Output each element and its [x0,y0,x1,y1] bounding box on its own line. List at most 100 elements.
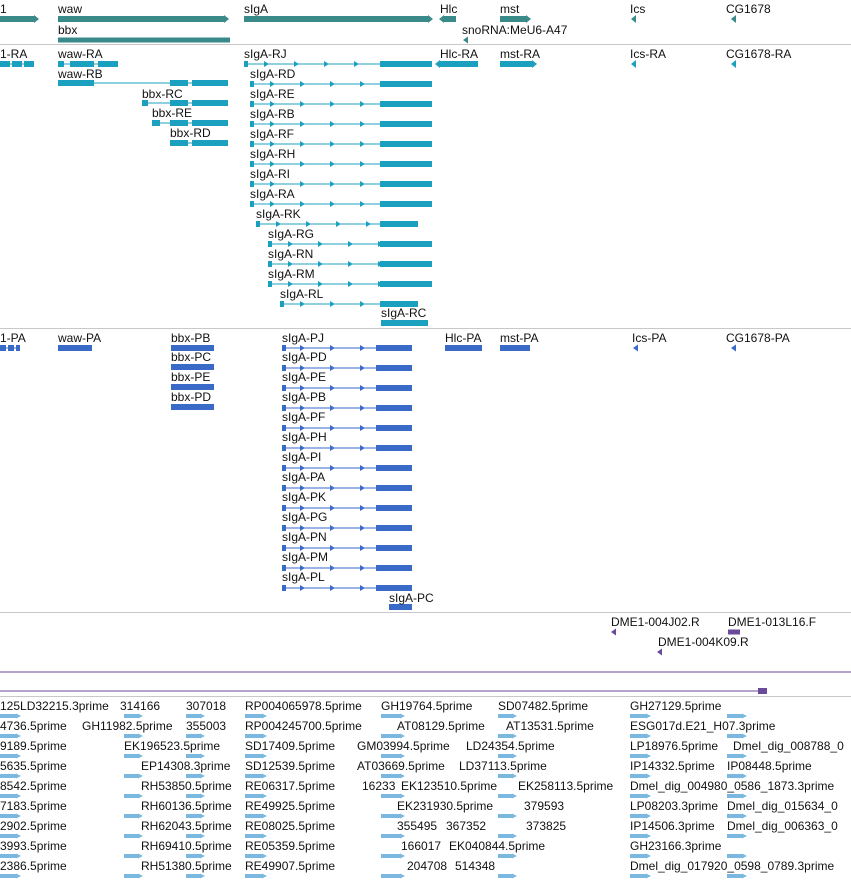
transcript-glyph-strand-mark[interactable] [300,121,305,127]
transcript-label[interactable]: sIgA-RG [268,227,315,241]
est-label[interactable]: 367352 [446,819,487,833]
transcript-glyph-exon[interactable] [70,61,94,67]
transcript-glyph-exon[interactable] [250,181,254,187]
transcript-glyph-exon[interactable] [380,201,432,207]
est-glyph[interactable] [124,814,138,818]
transcript-glyph-strand-mark[interactable] [378,261,383,267]
protein-glyph-exon[interactable] [282,525,286,531]
est-glyph[interactable] [646,853,651,859]
transcript-glyph-exon[interactable] [170,120,188,126]
transcript-label[interactable]: sIgA-RI [250,167,291,181]
protein-glyph-exon[interactable] [16,345,20,351]
transcript-glyph-strand-mark[interactable] [300,201,305,207]
transcript-glyph-exon[interactable] [250,141,254,147]
transcript-label[interactable]: sIgA-RH [250,147,296,161]
transcript-glyph-strand-mark[interactable] [318,241,323,247]
est-glyph[interactable] [512,853,517,859]
protein-glyph-strand-mark[interactable] [330,585,335,591]
transcript-glyph-strand-mark[interactable] [270,201,275,207]
transcript-label[interactable]: sIgA-RM [268,267,315,281]
est-label[interactable]: 514348 [455,859,496,873]
protein-label[interactable]: sIgA-PJ [282,331,325,345]
est-glyph[interactable] [200,793,205,799]
protein-glyph-exon[interactable] [376,365,412,371]
transcript-glyph-exon[interactable] [268,281,272,287]
transcript-glyph-strand-mark[interactable] [264,61,269,67]
transcript-glyph-strand-mark[interactable] [330,81,335,87]
est-glyph[interactable] [512,753,517,759]
est-glyph[interactable] [124,734,138,738]
est-glyph[interactable] [262,873,267,879]
protein-label[interactable]: sIgA-PD [282,350,327,364]
protein-label[interactable]: sIgA-PI [282,450,322,464]
est-glyph[interactable] [200,733,205,739]
protein-glyph-exon[interactable] [282,405,286,411]
est-glyph[interactable] [138,713,143,719]
protein-glyph-exon[interactable] [282,585,286,591]
est-glyph[interactable] [262,713,267,719]
est-label[interactable]: 4736.5prime [0,719,67,733]
est-glyph[interactable] [498,874,512,878]
protein-glyph-strand-mark[interactable] [300,565,305,571]
protein-label[interactable]: sIgA-PN [282,530,327,544]
protein-glyph-exon[interactable] [282,385,286,391]
est-glyph[interactable] [381,874,400,878]
transcript-glyph-strand-mark[interactable] [318,261,323,267]
protein-glyph-exon[interactable] [282,425,286,431]
est-label[interactable]: LP18976.5prime [630,739,719,753]
transcript-glyph-strand-mark[interactable] [270,181,275,187]
est-glyph[interactable] [245,834,262,838]
est-glyph[interactable] [400,813,405,819]
est-glyph[interactable] [400,753,405,759]
est-glyph[interactable] [138,873,143,879]
est-label[interactable]: RH51380.5prime [141,859,232,873]
est-glyph[interactable] [400,873,405,879]
gene-glyph[interactable] [58,16,224,22]
est-label[interactable]: 3993.5prime [0,839,67,853]
protein-glyph-strand-mark[interactable] [330,445,335,451]
est-label[interactable]: GM03994.5prime [357,739,450,753]
est-glyph[interactable] [16,733,21,739]
clone-glyph[interactable] [758,688,767,694]
est-glyph[interactable] [512,833,517,839]
est-glyph[interactable] [742,753,747,759]
gene-label[interactable]: bbx [58,23,78,37]
transcript-glyph-strand-mark[interactable] [270,161,275,167]
transcript-label[interactable]: sIgA-RK [256,207,301,221]
est-label[interactable]: Dmel_dig_008788_0 [733,739,844,753]
est-glyph[interactable] [630,814,646,818]
transcript-glyph-exon[interactable] [380,121,432,127]
transcript-glyph-exon[interactable] [268,241,272,247]
protein-glyph-strand-mark[interactable] [300,545,305,551]
transcript-glyph-exon[interactable] [250,161,254,167]
est-label[interactable]: 355495 [397,819,438,833]
protein-glyph-strand-mark[interactable] [360,565,365,571]
gene-label[interactable]: mst [500,2,520,16]
est-glyph[interactable] [630,854,646,858]
est-glyph[interactable] [498,854,512,858]
est-label[interactable]: RE05359.5prime [245,839,336,853]
transcript-label[interactable]: CG1678-RA [726,47,792,61]
est-glyph[interactable] [0,774,16,778]
est-glyph[interactable] [16,793,21,799]
protein-glyph-exon[interactable] [282,545,286,551]
transcript-glyph-exon[interactable] [192,140,228,146]
est-glyph[interactable] [245,774,262,778]
gene-glyph[interactable] [0,16,34,22]
est-label[interactable]: RH62043.5prime [141,819,232,833]
est-glyph[interactable] [646,813,651,819]
transcript-glyph-strand-mark[interactable] [330,181,335,187]
protein-glyph[interactable] [171,384,214,390]
est-label[interactable]: RH53850.5prime [141,779,232,793]
transcript-glyph-exon[interactable] [380,281,432,287]
protein-glyph-strand-mark[interactable] [360,365,365,371]
est-glyph[interactable] [512,733,517,739]
est-label[interactable]: RP004245700.5prime [245,719,362,733]
protein-label[interactable]: sIgA-PF [282,410,326,424]
est-glyph[interactable] [727,874,742,878]
protein-glyph-exon[interactable] [376,505,412,511]
clone-label[interactable]: DME1-013L16.F [728,615,817,629]
protein-glyph-exon[interactable] [376,545,412,551]
protein-glyph-exon[interactable] [282,445,286,451]
est-glyph[interactable] [742,833,747,839]
